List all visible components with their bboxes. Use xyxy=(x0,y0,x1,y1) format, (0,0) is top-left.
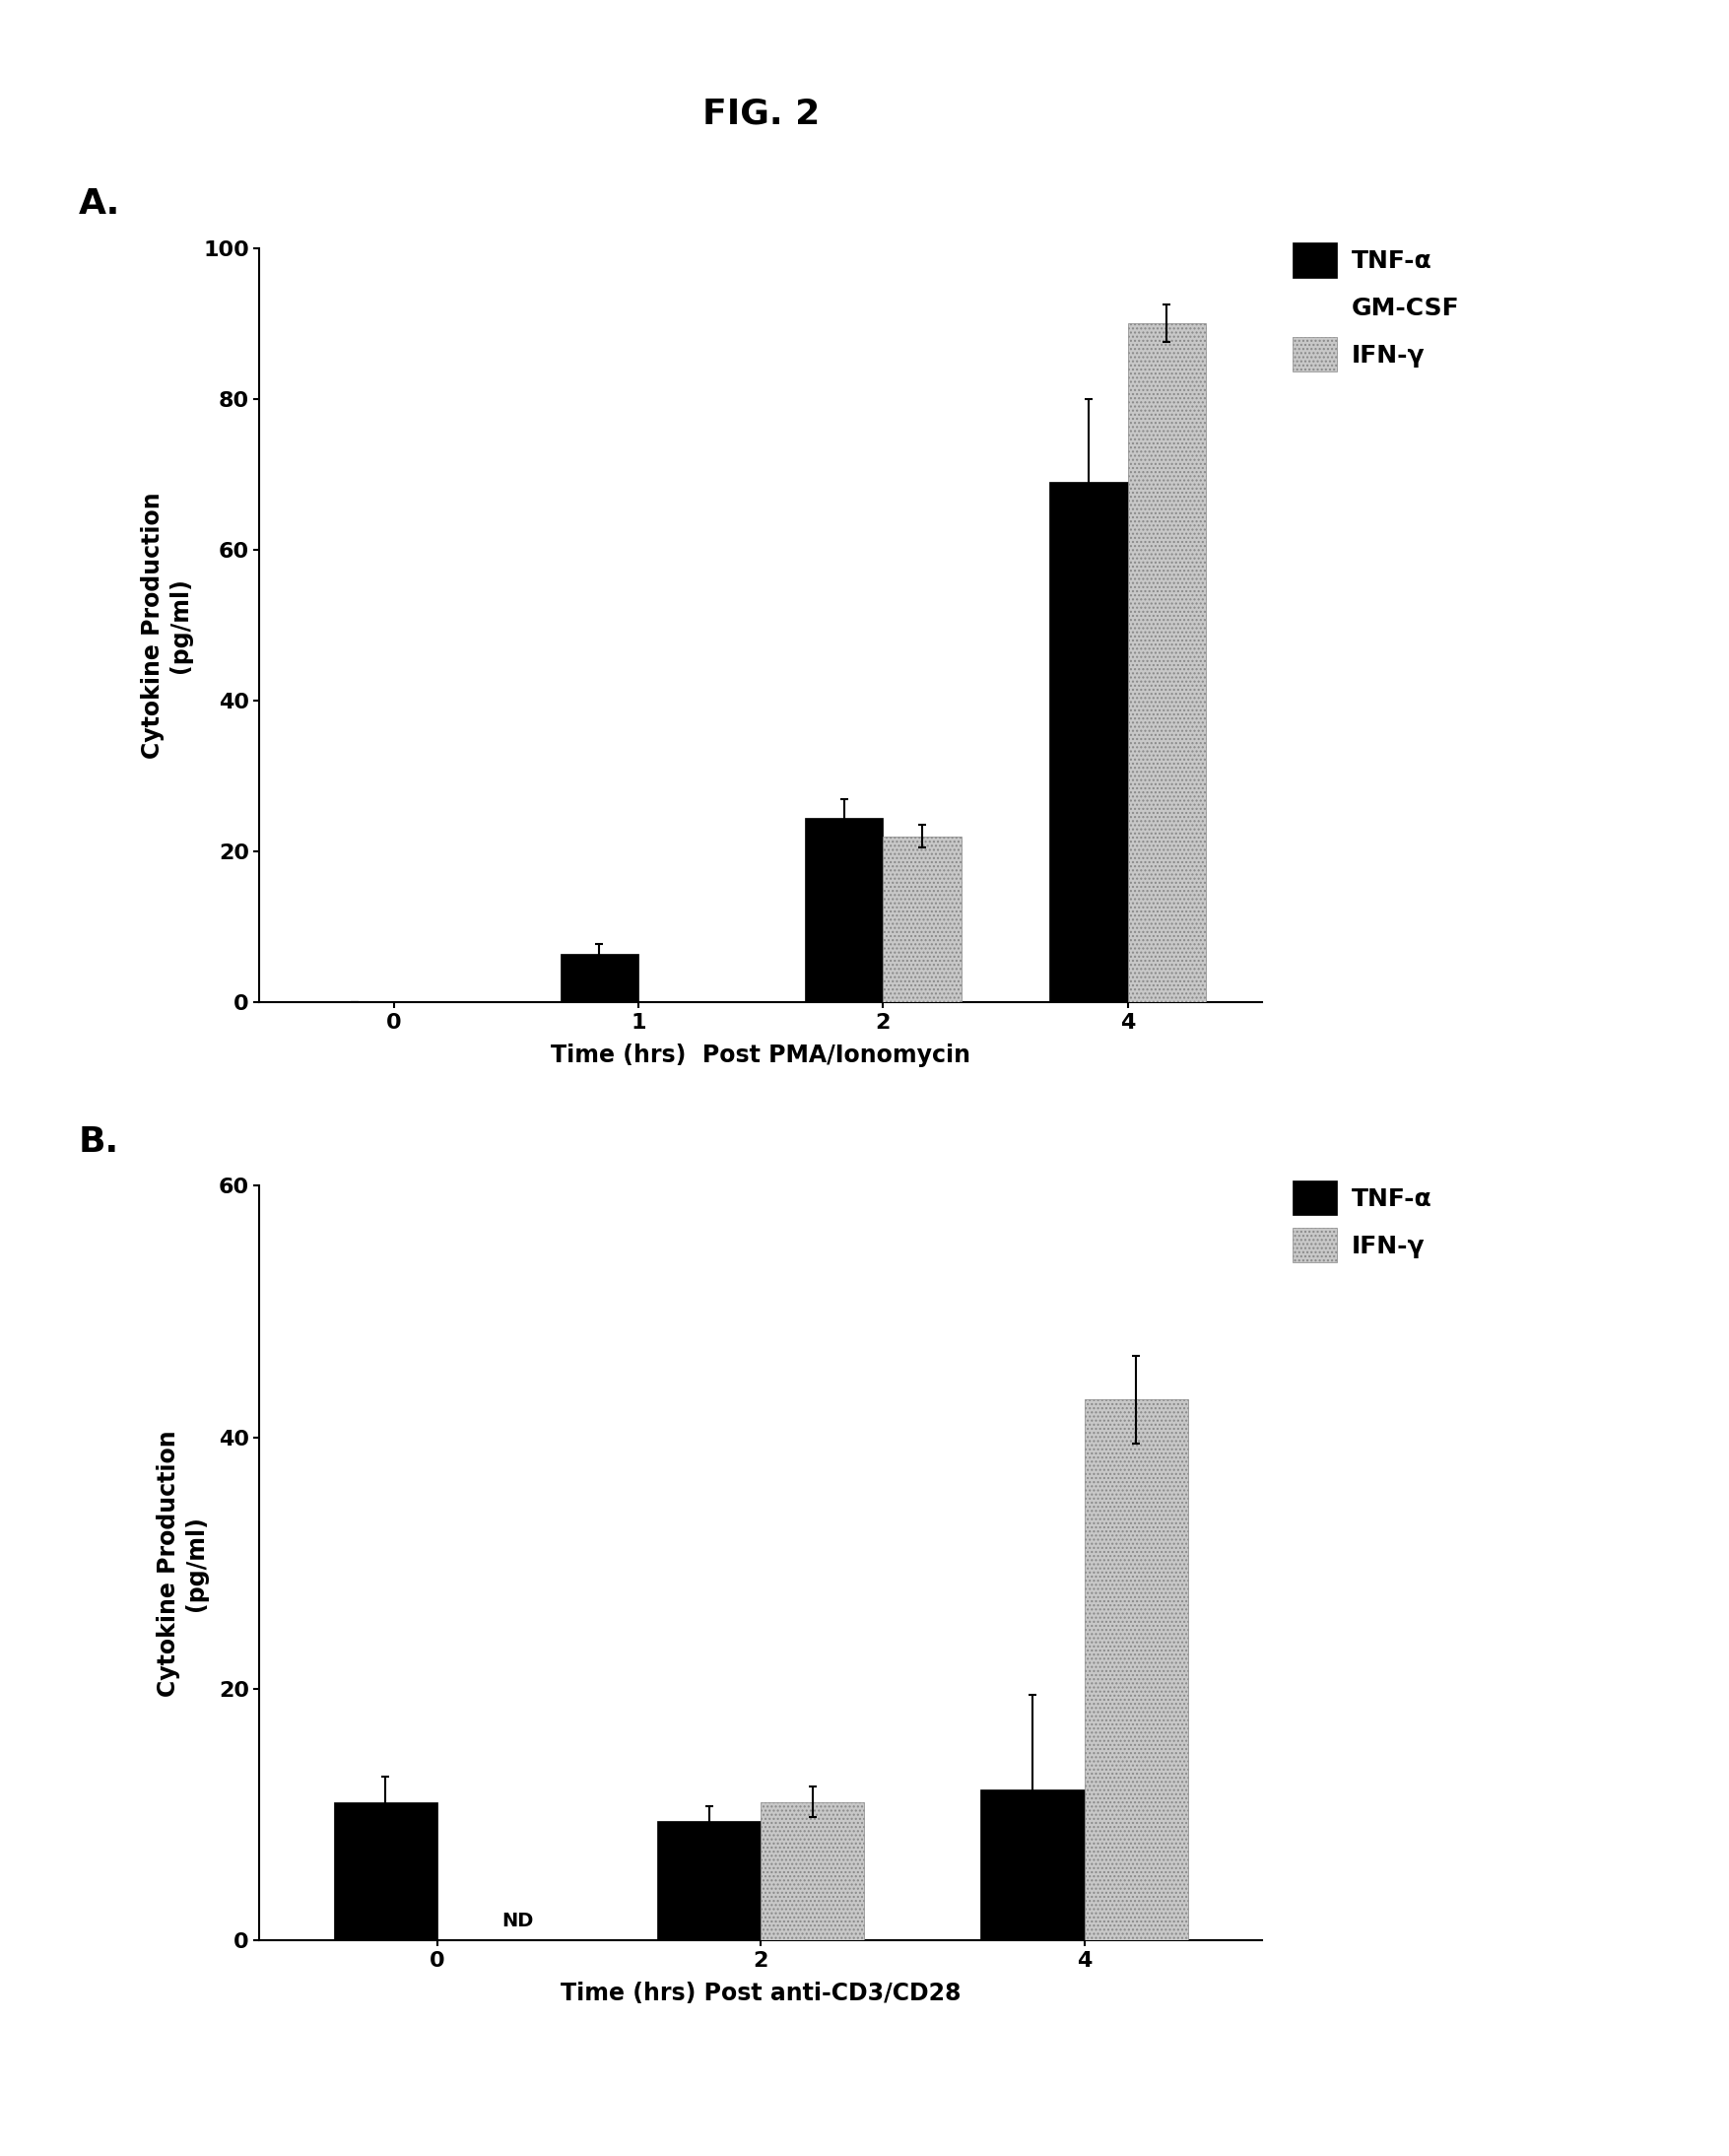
Bar xyxy=(1084,1399,1188,1940)
Bar xyxy=(804,817,884,1003)
Y-axis label: Cytokine Production
(pg/ml): Cytokine Production (pg/ml) xyxy=(156,1429,207,1697)
Bar xyxy=(1050,483,1127,1003)
Text: A.: A. xyxy=(80,188,121,222)
Text: ND: ND xyxy=(501,1912,534,1930)
Bar xyxy=(884,837,961,1003)
Text: FIG. 2: FIG. 2 xyxy=(702,97,820,132)
Bar xyxy=(980,1789,1084,1940)
Text: B.: B. xyxy=(80,1125,119,1160)
Y-axis label: Cytokine Production
(pg/ml): Cytokine Production (pg/ml) xyxy=(142,492,192,759)
Bar xyxy=(560,953,638,1003)
Legend: TNF-α, IFN-γ: TNF-α, IFN-γ xyxy=(1283,1171,1442,1272)
Bar xyxy=(1127,323,1205,1003)
Bar xyxy=(761,1802,864,1940)
X-axis label: Time (hrs) Post anti-CD3/CD28: Time (hrs) Post anti-CD3/CD28 xyxy=(560,1981,961,2005)
Legend: TNF-α, GM-CSF, IFN-γ: TNF-α, GM-CSF, IFN-γ xyxy=(1283,233,1470,382)
Bar xyxy=(334,1802,437,1940)
X-axis label: Time (hrs)  Post PMA/Ionomycin: Time (hrs) Post PMA/Ionomycin xyxy=(552,1044,970,1067)
Bar xyxy=(657,1822,761,1940)
